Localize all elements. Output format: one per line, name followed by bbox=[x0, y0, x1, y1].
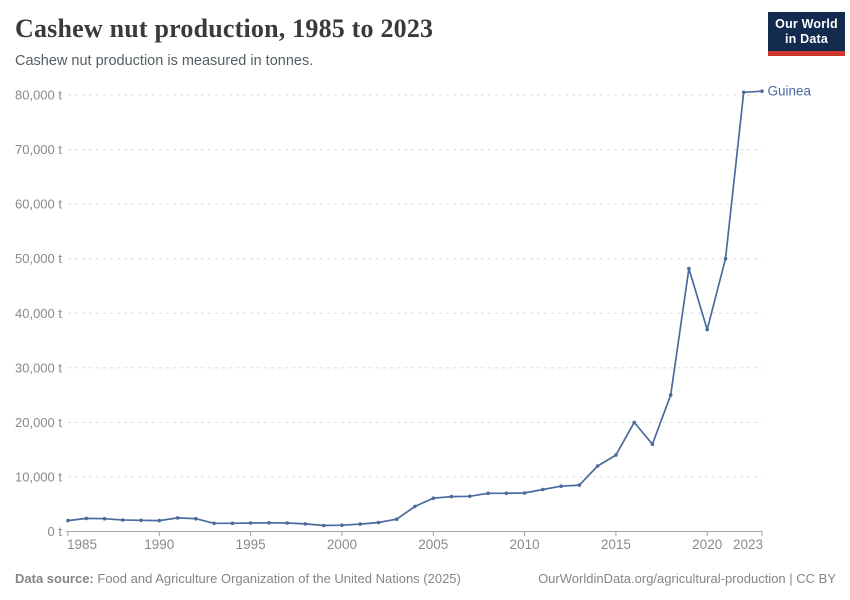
data-point[interactable] bbox=[230, 521, 235, 526]
data-point[interactable] bbox=[431, 496, 436, 501]
data-point[interactable] bbox=[650, 442, 655, 447]
footer-attribution[interactable]: OurWorldinData.org/agricultural-producti… bbox=[538, 571, 836, 586]
y-tick-label: 10,000 t bbox=[15, 469, 62, 484]
chart-subtitle: Cashew nut production is measured in ton… bbox=[15, 53, 314, 69]
y-tick-label: 40,000 t bbox=[15, 306, 62, 321]
data-point[interactable] bbox=[595, 464, 600, 468]
series-end-label[interactable]: Guinea bbox=[768, 84, 812, 99]
data-point[interactable] bbox=[522, 491, 527, 495]
data-point[interactable] bbox=[175, 516, 180, 520]
chart-footer: Data source: Food and Agriculture Organi… bbox=[15, 571, 836, 586]
data-point[interactable] bbox=[504, 491, 509, 496]
data-point[interactable] bbox=[559, 484, 563, 489]
data-point[interactable] bbox=[139, 518, 143, 523]
data-point[interactable] bbox=[248, 521, 253, 525]
data-point[interactable] bbox=[486, 491, 490, 496]
data-point[interactable] bbox=[668, 393, 673, 397]
y-tick-label: 20,000 t bbox=[15, 415, 62, 430]
data-point[interactable] bbox=[84, 516, 89, 521]
owid-logo[interactable]: Our World in Data bbox=[768, 12, 845, 56]
y-tick-label: 30,000 t bbox=[15, 360, 62, 375]
data-point[interactable] bbox=[760, 89, 764, 93]
chart-title: Cashew nut production, 1985 to 2023 bbox=[15, 14, 434, 43]
y-tick-label: 0 t bbox=[48, 524, 63, 539]
data-point[interactable] bbox=[340, 523, 344, 527]
x-tick-label: 2005 bbox=[418, 537, 448, 552]
y-tick-label: 70,000 t bbox=[15, 142, 62, 157]
footer-source: Data source: Food and Agriculture Organi… bbox=[15, 571, 461, 586]
data-point[interactable] bbox=[723, 256, 728, 261]
data-point[interactable] bbox=[614, 453, 618, 457]
footer-source-label: Data source: bbox=[15, 571, 94, 586]
chart-header: Cashew nut production, 1985 to 2023 Cash… bbox=[15, 14, 755, 69]
x-tick-label: 2023 bbox=[733, 537, 763, 552]
data-point[interactable] bbox=[285, 521, 290, 525]
data-point[interactable] bbox=[741, 90, 746, 95]
data-point[interactable] bbox=[102, 516, 107, 521]
data-point[interactable] bbox=[413, 504, 417, 509]
data-point[interactable] bbox=[212, 521, 216, 526]
data-point[interactable] bbox=[541, 487, 545, 492]
x-tick-label: 1995 bbox=[236, 537, 266, 552]
data-point[interactable] bbox=[194, 516, 198, 521]
x-tick-label: 2010 bbox=[510, 537, 540, 552]
data-point[interactable] bbox=[157, 518, 162, 523]
data-point[interactable] bbox=[267, 521, 271, 525]
y-tick-label: 80,000 t bbox=[15, 88, 62, 103]
y-tick-label: 50,000 t bbox=[15, 251, 62, 266]
footer-source-text: Food and Agriculture Organization of the… bbox=[97, 571, 461, 586]
data-point[interactable] bbox=[632, 420, 636, 425]
data-point[interactable] bbox=[394, 517, 399, 521]
data-point[interactable] bbox=[468, 494, 472, 499]
data-point[interactable] bbox=[577, 483, 582, 487]
data-point[interactable] bbox=[449, 494, 454, 499]
data-point[interactable] bbox=[358, 522, 363, 526]
owid-logo-line1: Our World bbox=[775, 16, 838, 31]
x-tick-label: 1985 bbox=[67, 537, 97, 552]
y-tick-label: 60,000 t bbox=[15, 197, 62, 212]
owid-logo-line2: in Data bbox=[784, 31, 829, 46]
series-line-guinea[interactable] bbox=[67, 90, 763, 527]
data-point[interactable] bbox=[687, 266, 691, 271]
x-tick-label: 1990 bbox=[144, 537, 174, 552]
data-point[interactable] bbox=[321, 523, 326, 528]
data-point[interactable] bbox=[66, 518, 70, 523]
x-tick-label: 2020 bbox=[692, 537, 722, 552]
x-tick-label: 2000 bbox=[327, 537, 357, 552]
data-point[interactable] bbox=[376, 520, 381, 525]
data-point[interactable] bbox=[121, 518, 125, 522]
data-point[interactable] bbox=[705, 327, 709, 332]
data-point[interactable] bbox=[303, 522, 308, 526]
x-tick-label: 2015 bbox=[601, 537, 631, 552]
